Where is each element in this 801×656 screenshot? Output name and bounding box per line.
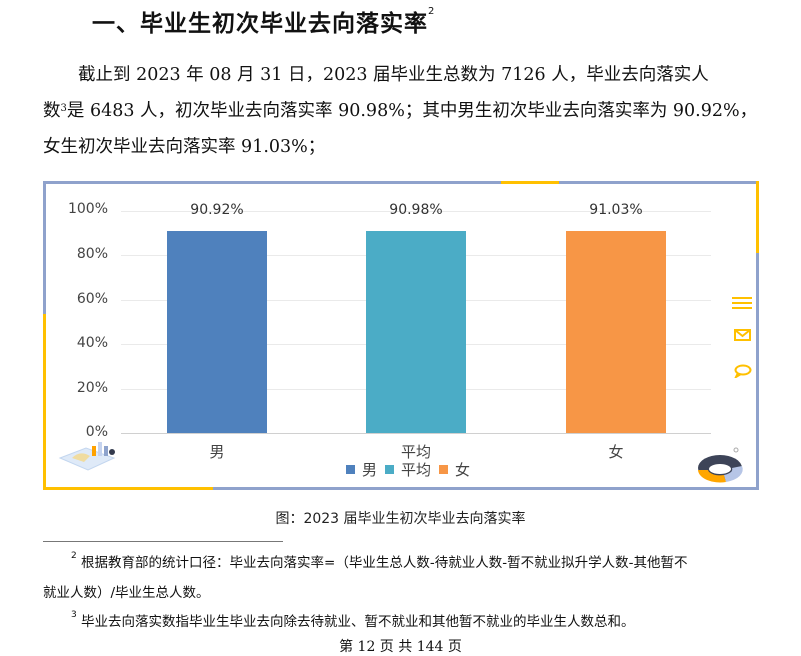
paragraph-text: 是 6483 人，初次毕业去向落实率 90.98%；其中男生初次毕业去向落实率为…: [66, 101, 758, 121]
legend-label-male: 男: [362, 461, 378, 479]
bar-average[interactable]: [366, 231, 466, 433]
x-axis: [121, 433, 711, 434]
data-label-female: 91.03%: [589, 202, 643, 218]
y-tick-label: 0%: [85, 424, 108, 440]
y-tick-label: 60%: [76, 291, 108, 307]
paragraph-line-1: 截止到 2023 年 08 月 31 日，2023 届毕业生总数为 7126 人…: [78, 65, 709, 85]
footnote-number: 3: [71, 610, 77, 620]
footnote-separator: [43, 541, 283, 542]
paragraph-text: 数: [43, 101, 61, 121]
legend-swatch-male: [346, 465, 355, 474]
bar-female[interactable]: [566, 231, 666, 433]
x-label-average: 平均: [400, 443, 431, 461]
document-illustration-icon: [58, 442, 116, 471]
footnote-ref[interactable]: 3: [60, 103, 67, 114]
footnote-3: 3 毕业去向落实数指毕业生毕业去向除去待就业、暂不就业和其他暂不就业的毕业生人数…: [43, 610, 791, 630]
legend-label-average: 平均: [401, 461, 432, 479]
chart-legend: 男 平均 女: [346, 459, 470, 480]
frame-accent: [501, 181, 559, 184]
legend-swatch-average: [385, 465, 395, 474]
x-label-male: 男: [209, 443, 225, 461]
figure-caption: 图：2023 届毕业生初次毕业去向落实率: [275, 511, 526, 527]
footnote-number: 2: [71, 551, 77, 561]
chart-frame: 100% 80% 60% 40% 20% 0% 90.92% 90.98% 91…: [43, 181, 759, 490]
footnote-ref[interactable]: 2: [428, 6, 436, 17]
summary-paragraph: 截止到 2023 年 08 月 31 日，2023 届毕业生总数为 7126 人…: [43, 57, 763, 165]
y-tick-label: 80%: [76, 246, 108, 262]
bar-male[interactable]: [167, 231, 267, 433]
data-label-male: 90.92%: [190, 202, 244, 218]
section-title: 一、毕业生初次毕业去向落实率2: [92, 4, 435, 38]
frame-accent: [43, 314, 46, 490]
mail-icon: [734, 329, 751, 341]
gridline: [121, 211, 711, 212]
y-tick-label: 40%: [76, 335, 108, 351]
menu-icon: [732, 297, 752, 309]
footnote-text: 毕业去向落实数指毕业生毕业去向除去待就业、暂不就业和其他暂不就业的毕业生人数总和…: [81, 614, 635, 630]
footnote-2-line-1: 2 根据教育部的统计口径：毕业去向落实率=（毕业生总人数-待就业人数-暂不就业拟…: [43, 551, 791, 571]
paragraph-line-2: 数3是 6483 人，初次毕业去向落实率 90.98%；其中男生初次毕业去向落实…: [43, 93, 763, 129]
frame-accent: [756, 181, 759, 253]
frame-accent: [43, 487, 213, 490]
data-label-average: 90.98%: [389, 202, 443, 218]
x-label-female: 女: [608, 443, 624, 461]
y-tick-label: 100%: [67, 201, 108, 217]
chat-bubble-icon: [734, 364, 752, 378]
paragraph-line-3: 女生初次毕业去向落实率 91.03%；: [43, 137, 326, 157]
donut-chart-illustration-icon: [698, 447, 743, 483]
page-footer: 第 12 页 共 144 页: [339, 639, 462, 655]
legend-swatch-female: [439, 465, 449, 474]
section-title-text: 一、毕业生初次毕业去向落实率: [92, 11, 428, 37]
footnote-2-line-2: 就业人数）/毕业生总人数。: [43, 585, 210, 601]
footnote-text: 根据教育部的统计口径：毕业去向落实率=（毕业生总人数-待就业人数-暂不就业拟升学…: [81, 555, 688, 571]
legend-label-female: 女: [455, 461, 471, 479]
y-tick-label: 20%: [76, 380, 108, 396]
